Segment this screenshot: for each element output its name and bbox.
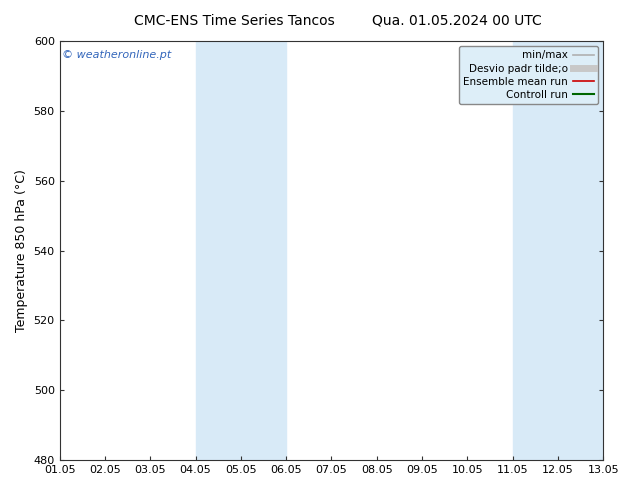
Bar: [195, 41, 286, 460]
Text: CMC-ENS Time Series Tancos: CMC-ENS Time Series Tancos: [134, 14, 335, 28]
Bar: [513, 41, 603, 460]
Text: Qua. 01.05.2024 00 UTC: Qua. 01.05.2024 00 UTC: [372, 14, 541, 28]
Y-axis label: Temperature 850 hPa (°C): Temperature 850 hPa (°C): [15, 169, 28, 332]
Text: © weatheronline.pt: © weatheronline.pt: [62, 50, 172, 60]
Legend: min/max, Desvio padr tilde;o, Ensemble mean run, Controll run: min/max, Desvio padr tilde;o, Ensemble m…: [459, 46, 598, 104]
